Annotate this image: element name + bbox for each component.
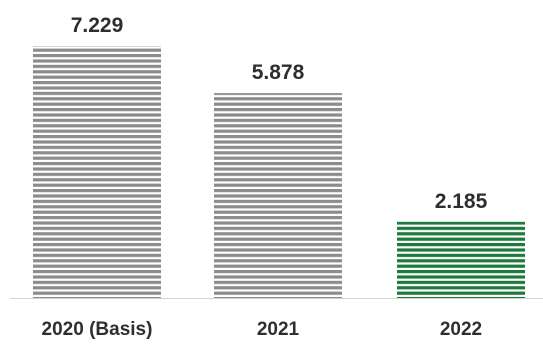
labels-layer: 7.229 2020 (Basis) 5.878 2021 2.185 2022 — [42, 14, 488, 340]
bar-2020-basis — [33, 46, 161, 298]
value-label: 5.878 — [252, 61, 305, 84]
category-label: 2022 — [440, 319, 482, 340]
bar-2021 — [214, 93, 342, 299]
category-label: 2020 (Basis) — [42, 319, 153, 340]
bars-layer — [33, 46, 525, 299]
value-label: 2.185 — [435, 190, 488, 213]
value-label: 7.229 — [71, 14, 124, 37]
bar-2022 — [397, 221, 525, 298]
category-label: 2021 — [257, 319, 300, 340]
